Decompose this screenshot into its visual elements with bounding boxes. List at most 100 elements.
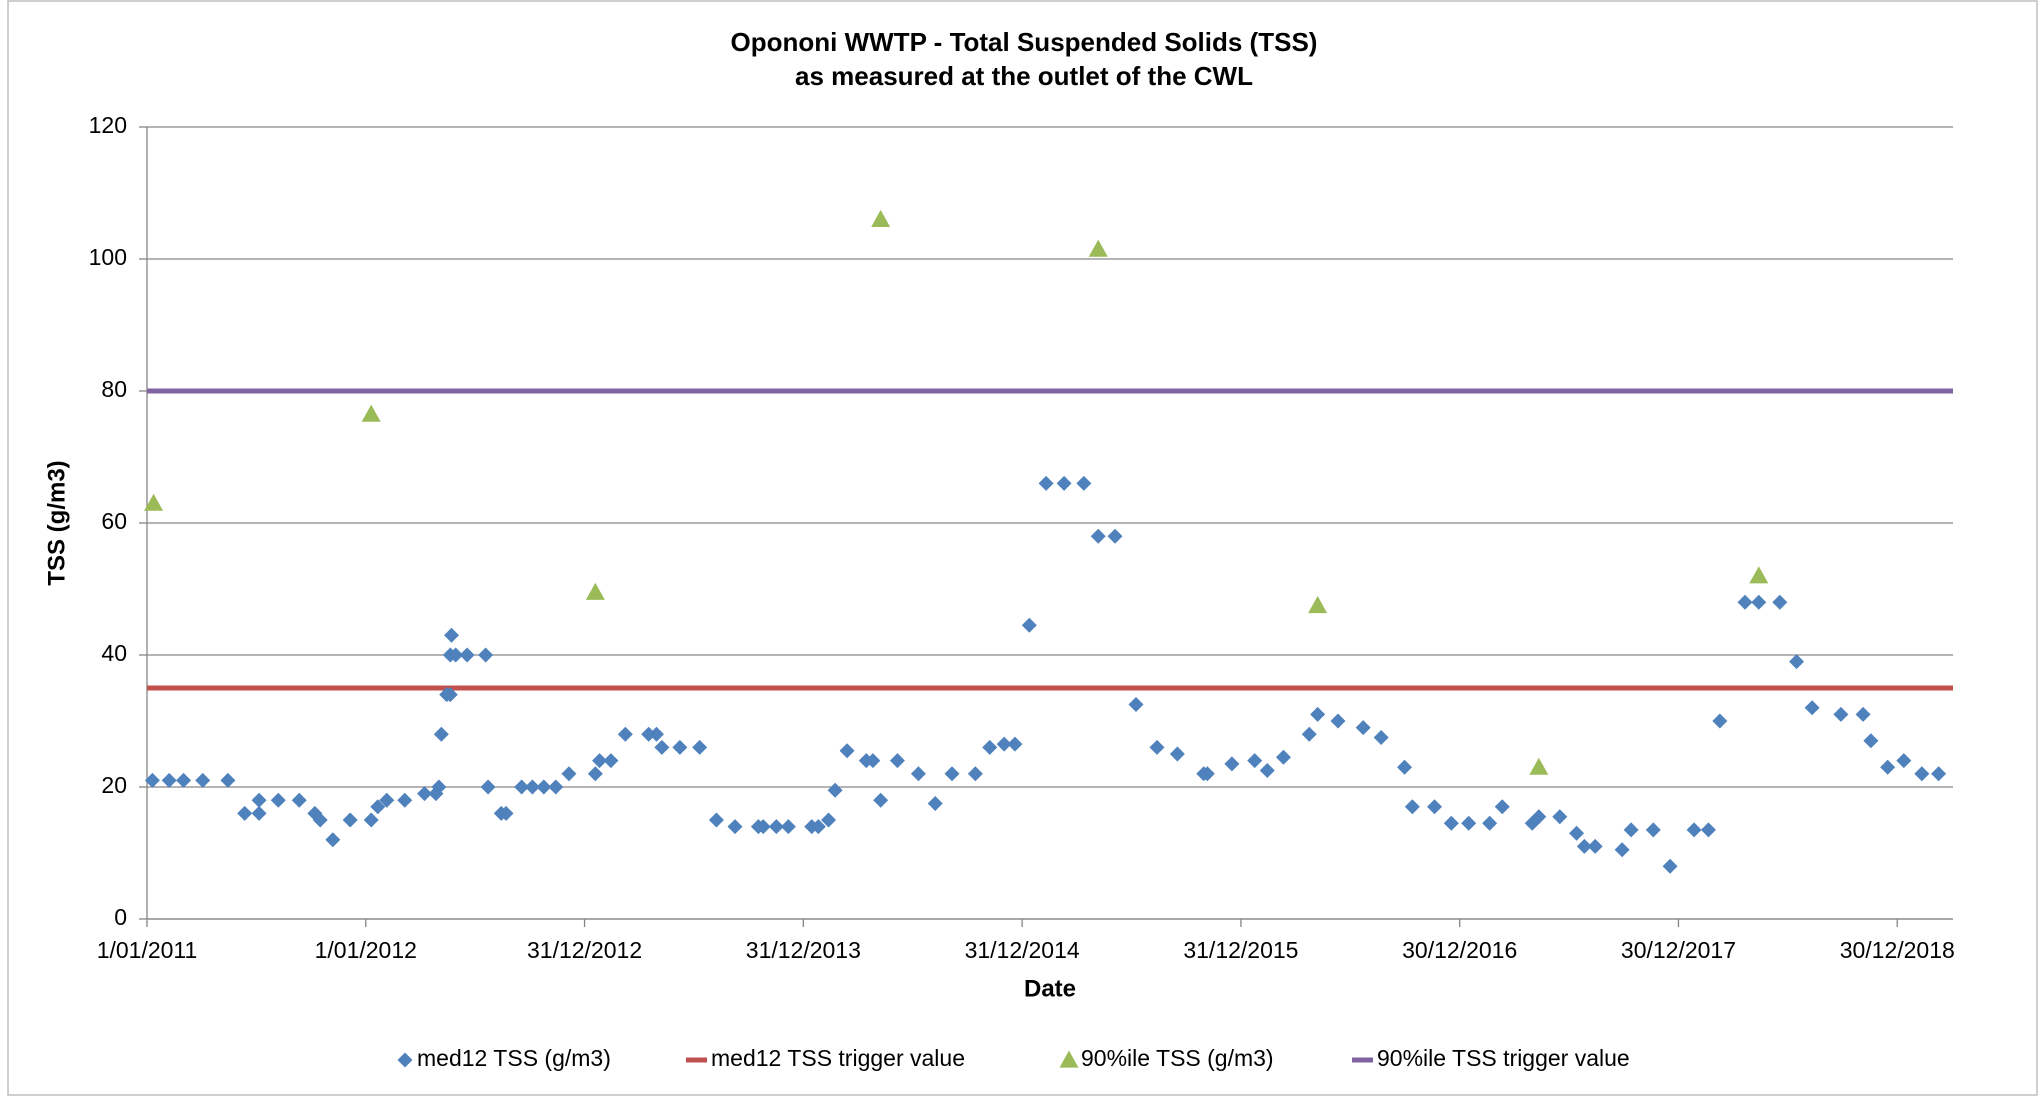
data-point xyxy=(839,743,855,759)
data-point xyxy=(176,772,192,788)
x-tick-label: 31/12/2014 xyxy=(965,937,1080,963)
data-point xyxy=(927,796,943,811)
data-point xyxy=(459,647,475,663)
data-point xyxy=(1833,706,1849,722)
data-point xyxy=(810,819,826,835)
data-point xyxy=(648,726,664,742)
data-point xyxy=(1169,746,1185,762)
data-point xyxy=(1373,730,1389,745)
legend-swatch xyxy=(1059,1050,1079,1068)
data-point xyxy=(708,812,724,828)
legend-label: 90%ile TSS (g/m3) xyxy=(1081,1045,1274,1071)
data-point xyxy=(1700,822,1716,838)
data-point xyxy=(603,753,619,769)
data-point xyxy=(195,772,211,788)
data-point xyxy=(1569,825,1585,841)
data-point xyxy=(1107,528,1123,544)
legend-label: 90%ile TSS trigger value xyxy=(1377,1045,1630,1071)
data-point xyxy=(524,779,540,795)
data-point xyxy=(1896,753,1912,769)
data-point xyxy=(1482,815,1498,831)
data-point xyxy=(967,766,983,782)
data-point xyxy=(1056,475,1072,491)
data-point xyxy=(379,792,395,808)
data-point xyxy=(448,647,464,663)
data-point xyxy=(1275,749,1291,765)
data-point xyxy=(1149,739,1165,755)
data-point xyxy=(1461,815,1477,831)
data-point xyxy=(1751,594,1767,610)
data-point xyxy=(727,819,743,835)
y-tick-label: 20 xyxy=(101,772,127,798)
data-point xyxy=(1552,809,1568,825)
data-point xyxy=(587,766,603,782)
data-point xyxy=(1531,809,1547,825)
data-point xyxy=(1494,799,1510,815)
x-tick-label: 31/12/2012 xyxy=(527,937,642,963)
y-tick-label: 120 xyxy=(89,112,127,138)
y-axis-title: TSS (g/m3) xyxy=(43,460,70,585)
data-point xyxy=(220,772,236,788)
data-point xyxy=(237,805,253,821)
data-point xyxy=(1397,759,1413,775)
data-point xyxy=(417,786,433,802)
data-point xyxy=(325,832,341,848)
data-point xyxy=(370,799,386,815)
data-point xyxy=(865,753,881,769)
x-axis-title: Date xyxy=(1024,975,1076,1002)
data-point xyxy=(1529,757,1549,775)
data-point xyxy=(1914,766,1930,782)
data-point xyxy=(433,726,449,742)
data-point xyxy=(1021,617,1037,633)
data-point xyxy=(1076,475,1092,491)
data-point xyxy=(1427,799,1443,815)
data-point xyxy=(363,812,379,828)
data-point xyxy=(592,753,608,769)
data-point xyxy=(1789,654,1805,670)
data-point xyxy=(654,739,670,755)
data-point xyxy=(871,209,891,227)
data-point xyxy=(1443,815,1459,831)
data-point xyxy=(270,792,286,808)
data-point xyxy=(873,792,889,808)
data-point xyxy=(1007,736,1023,752)
data-point xyxy=(1587,838,1603,854)
data-point xyxy=(1749,566,1769,584)
data-point xyxy=(827,782,843,798)
data-point xyxy=(1737,594,1753,610)
data-point xyxy=(982,739,998,755)
data-point xyxy=(1308,596,1328,614)
chart-title: Opononi WWTP - Total Suspended Solids (T… xyxy=(731,27,1318,57)
data-point xyxy=(821,812,837,828)
data-point xyxy=(1931,766,1947,782)
y-tick-label: 0 xyxy=(114,904,127,930)
y-tick-label: 80 xyxy=(101,376,127,402)
data-point xyxy=(251,792,267,808)
data-point xyxy=(1088,239,1108,257)
data-point xyxy=(431,779,447,795)
data-point xyxy=(397,792,413,808)
data-point xyxy=(1404,799,1420,815)
data-point xyxy=(536,779,552,795)
data-point xyxy=(641,726,657,742)
data-point xyxy=(514,779,530,795)
data-point xyxy=(442,687,458,703)
data-point xyxy=(1090,528,1106,544)
data-point xyxy=(996,736,1012,752)
data-point xyxy=(312,812,328,828)
data-point xyxy=(1259,763,1275,778)
data-point xyxy=(1662,858,1678,874)
data-point xyxy=(944,766,960,782)
data-point xyxy=(1623,822,1639,838)
data-point xyxy=(1645,822,1661,838)
data-point xyxy=(548,779,564,795)
data-point xyxy=(1712,713,1728,729)
data-point xyxy=(1330,713,1346,729)
data-point xyxy=(1855,706,1871,722)
data-point xyxy=(1863,733,1879,749)
x-tick-label: 30/12/2017 xyxy=(1621,937,1736,963)
chart-subtitle: as measured at the outlet of the CWL xyxy=(795,61,1253,91)
y-tick-label: 40 xyxy=(101,640,127,666)
data-point xyxy=(1128,697,1144,712)
